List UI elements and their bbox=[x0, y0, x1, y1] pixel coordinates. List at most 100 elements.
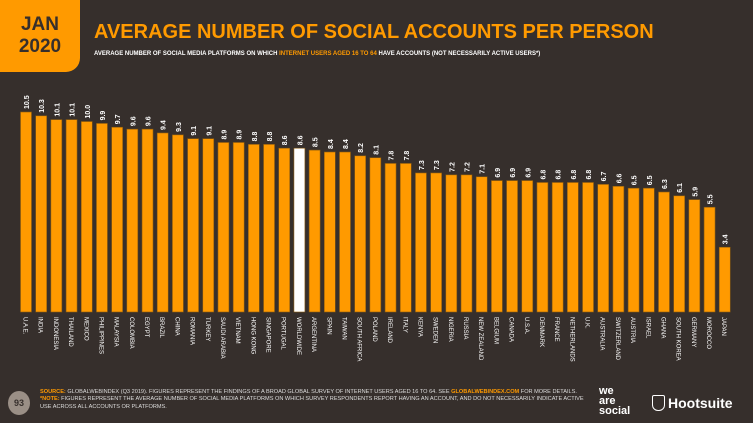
category-label: MALAYSIA bbox=[113, 317, 119, 347]
value-label: 9.4 bbox=[161, 120, 168, 130]
value-label: 6.7 bbox=[601, 172, 608, 182]
bar-nigeria bbox=[445, 174, 458, 313]
category-label: INDIA bbox=[37, 317, 43, 333]
value-label: 9.6 bbox=[130, 116, 137, 126]
value-label: 6.3 bbox=[662, 179, 669, 189]
category-label: ISRAEL bbox=[644, 317, 650, 339]
category-label: GERMANY bbox=[690, 317, 696, 347]
subtitle-highlight: INTERNET USERS AGED 16 TO 64 bbox=[279, 51, 377, 57]
value-label: 9.1 bbox=[191, 126, 198, 136]
value-label: 7.3 bbox=[419, 160, 426, 170]
bar-morocco bbox=[703, 206, 716, 313]
category-label: GHANA bbox=[659, 317, 665, 338]
bar-israel bbox=[642, 187, 655, 313]
bar-worldwide bbox=[293, 147, 306, 313]
bar-mexico bbox=[80, 121, 93, 313]
category-label: NIGERIA bbox=[447, 317, 453, 342]
category-label: ARGENTINA bbox=[310, 317, 316, 352]
bar-taiwan bbox=[339, 151, 351, 313]
value-label: 10.5 bbox=[24, 95, 31, 109]
category-label: KENYA bbox=[416, 317, 422, 337]
bar-indonesia bbox=[50, 119, 63, 313]
value-label: 8.5 bbox=[313, 137, 320, 147]
value-label: 7.3 bbox=[434, 160, 441, 170]
source-text-end: FOR MORE DETAILS. bbox=[519, 389, 577, 395]
category-label: BELGIUM bbox=[492, 317, 498, 344]
value-label: 10.0 bbox=[85, 105, 92, 119]
bar-sweden bbox=[430, 172, 442, 313]
value-label: 10.1 bbox=[70, 103, 77, 117]
category-label: PHILIPPINES bbox=[97, 317, 103, 354]
bar-germany bbox=[688, 199, 701, 313]
category-label: ITALY bbox=[401, 317, 407, 333]
value-label: 9.9 bbox=[100, 111, 107, 121]
category-label: WORLDWIDE bbox=[295, 317, 301, 355]
value-label: 7.8 bbox=[404, 151, 411, 161]
value-label: 6.5 bbox=[647, 175, 654, 185]
bar-saudi-arabia bbox=[217, 142, 230, 313]
value-label: 6.6 bbox=[616, 173, 623, 183]
page-title: AVERAGE NUMBER OF SOCIAL ACCOUNTS PER PE… bbox=[94, 21, 654, 43]
footer-notes: SOURCE: GLOBALWEBINDEX (Q3 2019). FIGURE… bbox=[40, 389, 595, 411]
bar-russia bbox=[460, 174, 473, 313]
category-label: MOROCCO bbox=[705, 317, 711, 349]
value-label: 8.6 bbox=[297, 135, 304, 145]
bar-malaysia bbox=[111, 126, 123, 313]
bar-spain bbox=[323, 151, 336, 313]
category-label: RUSSIA bbox=[462, 317, 468, 339]
value-label: 6.1 bbox=[677, 183, 684, 193]
value-label: 8.6 bbox=[282, 135, 289, 145]
value-label: 9.1 bbox=[206, 126, 213, 136]
note-text: FIGURES REPRESENT THE AVERAGE NUMBER OF … bbox=[40, 396, 584, 410]
value-label: 8.1 bbox=[373, 145, 380, 155]
category-label: THAILAND bbox=[67, 317, 73, 347]
value-label: 6.8 bbox=[540, 170, 547, 180]
category-label: EGYPT bbox=[143, 317, 149, 338]
category-label: VIETNAM bbox=[234, 317, 240, 344]
value-label: 6.9 bbox=[510, 168, 517, 178]
bar-vietnam bbox=[232, 142, 245, 313]
category-label: SWEDEN bbox=[432, 317, 438, 343]
category-label: U.K. bbox=[584, 317, 590, 329]
value-label: 8.8 bbox=[267, 132, 274, 142]
bar-singapore bbox=[263, 144, 275, 313]
category-label: CANADA bbox=[508, 317, 514, 342]
category-label: SOUTH KOREA bbox=[675, 317, 681, 361]
value-label: 3.4 bbox=[723, 234, 730, 244]
value-label: 10.3 bbox=[39, 99, 46, 113]
bar-thailand bbox=[65, 119, 78, 313]
category-label: COLOMBIA bbox=[128, 317, 134, 349]
page-number: 93 bbox=[8, 391, 30, 415]
value-label: 9.3 bbox=[176, 122, 183, 132]
value-label: 6.8 bbox=[586, 170, 593, 180]
page-subtitle: AVERAGE NUMBER OF SOCIAL MEDIA PLATFORMS… bbox=[94, 50, 744, 58]
bar-south-africa bbox=[354, 155, 366, 313]
bar-canada bbox=[506, 180, 518, 313]
category-label: CHINA bbox=[173, 317, 179, 336]
bar-u-a-e- bbox=[20, 111, 32, 313]
bar-portugal bbox=[278, 147, 291, 313]
source-link[interactable]: GLOBALWEBINDEX.COM bbox=[451, 389, 520, 395]
category-label: SINGAPORE bbox=[265, 317, 271, 353]
bar-ireland bbox=[384, 163, 397, 313]
bar-denmark bbox=[536, 182, 549, 313]
note-label: *NOTE: bbox=[40, 396, 60, 403]
value-label: 7.2 bbox=[449, 162, 456, 172]
value-label: 5.5 bbox=[708, 194, 715, 204]
we-are-social-logo: we are social bbox=[599, 385, 631, 417]
category-label: DENMARK bbox=[538, 317, 544, 347]
bar-hong-kong bbox=[248, 144, 260, 313]
value-label: 6.5 bbox=[632, 175, 639, 185]
value-label: 10.1 bbox=[54, 103, 61, 117]
date-month: JAN bbox=[20, 14, 59, 35]
category-label: TURKEY bbox=[204, 317, 210, 341]
category-label: U.S.A. bbox=[523, 317, 529, 335]
source-text: GLOBALWEBINDEX (Q3 2019). FIGURES REPRES… bbox=[65, 389, 452, 395]
bar-colombia bbox=[126, 128, 139, 313]
value-label: 8.2 bbox=[358, 143, 365, 153]
value-label: 8.4 bbox=[328, 139, 335, 149]
value-label: 8.9 bbox=[221, 130, 228, 140]
category-label: SOUTH AFRICA bbox=[356, 317, 362, 361]
category-label: TAIWAN bbox=[340, 317, 346, 340]
